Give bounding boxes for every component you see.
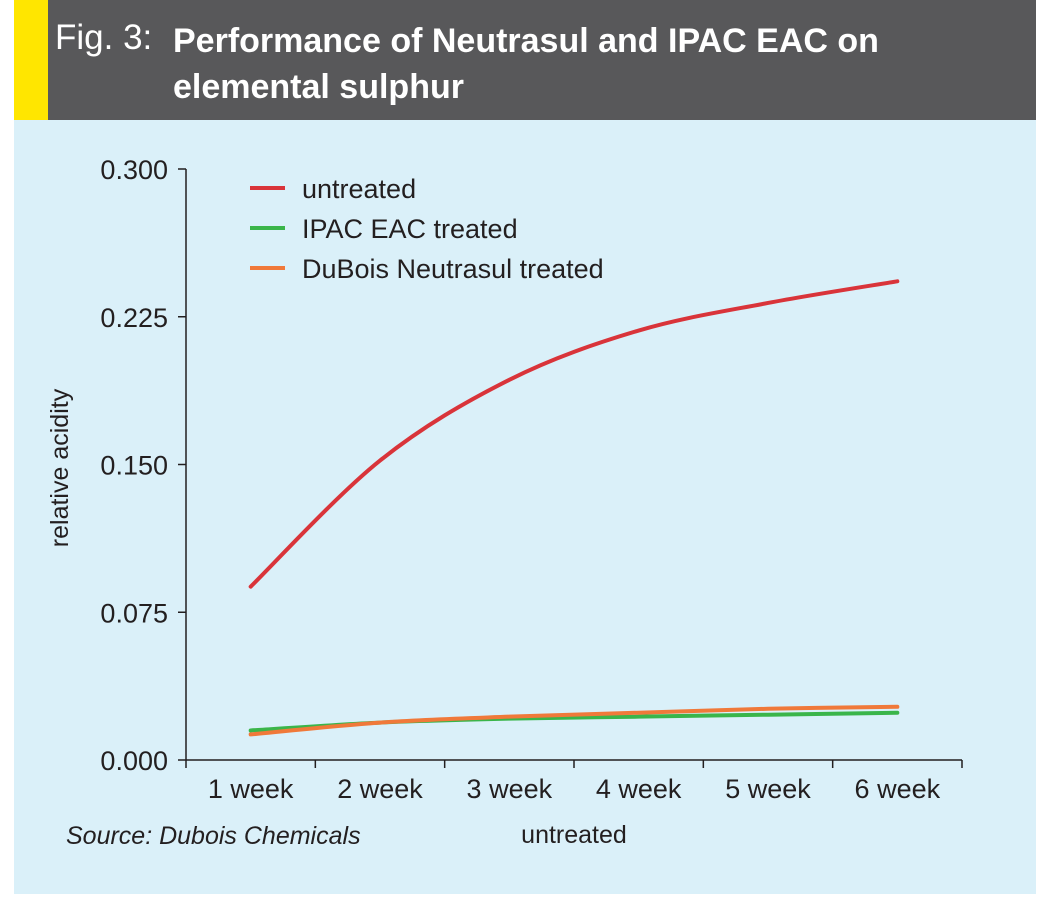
x-tick-label: 1 week — [208, 774, 294, 804]
series-line-dubois-neutrasul-treated — [248, 704, 900, 737]
y-tick-label: 0.150 — [100, 451, 168, 481]
y-axis-title: relative acidity — [46, 388, 74, 547]
y-tick-label: 0.075 — [100, 598, 168, 628]
source-note: Source: Dubois Chemicals — [66, 822, 361, 850]
x-tick-label: 3 week — [467, 774, 553, 804]
series-layer — [248, 279, 900, 737]
figure-title: Performance of Neutrasul and IPAC EAC on… — [173, 22, 879, 106]
legend-label: untreated — [302, 174, 416, 204]
x-tick-label: 5 week — [725, 774, 811, 804]
legend: untreated IPAC EAC treated DuBois Neutrasu… — [250, 174, 604, 284]
figure-header — [14, 0, 1036, 120]
chart-panel: 0.000 0.075 0.150 0.225 0.300 1 week 2 week 3 w… — [14, 120, 1036, 894]
x-tick-label: 6 week — [855, 774, 941, 804]
y-tick-label: 0.300 — [100, 155, 168, 185]
x-tick-label: 2 week — [337, 774, 423, 804]
line-chart: 0.000 0.075 0.150 0.225 0.300 1 week 2 week 3 w… — [46, 155, 963, 850]
chart-axes: 0.000 0.075 0.150 0.225 0.300 1 week 2 week 3 w… — [100, 155, 963, 804]
header-accent-bar — [14, 0, 48, 120]
series-line-untreated — [248, 279, 900, 589]
legend-label: IPAC EAC treated — [302, 214, 518, 244]
x-tick-label: 4 week — [596, 774, 682, 804]
figure-label: Fig. 3: — [55, 18, 153, 57]
y-tick-label: 0.225 — [100, 303, 168, 333]
y-tick-label: 0.000 — [100, 746, 168, 776]
legend-label: DuBois Neutrasul treated — [302, 254, 604, 284]
x-axis-title: untreated — [521, 821, 627, 849]
